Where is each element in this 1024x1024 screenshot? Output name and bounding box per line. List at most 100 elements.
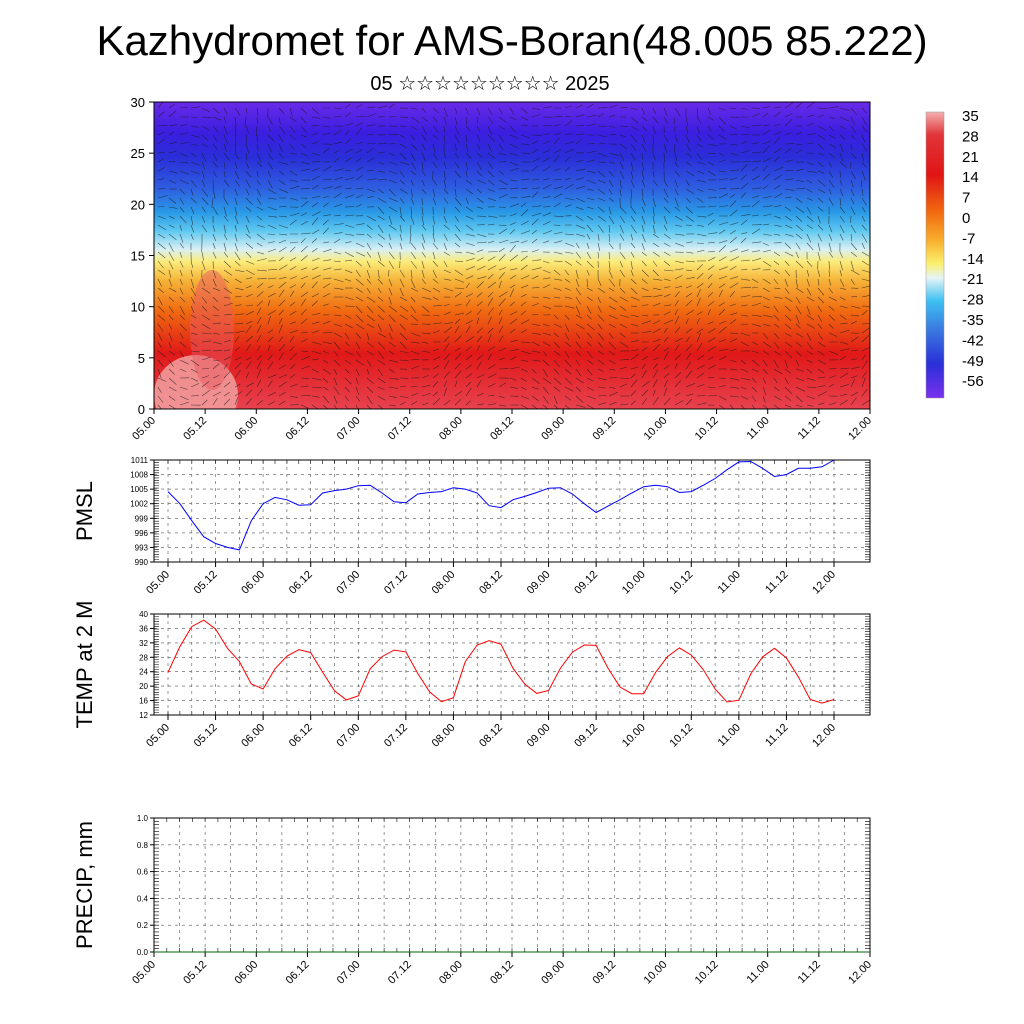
colorbar-labels: 35 28 21 14 7 0 -7 -14 -21 -28 -35 -42 -49 -56 bbox=[962, 108, 984, 390]
x-tick-label: 08.00 bbox=[430, 569, 458, 597]
heatmap-background bbox=[154, 102, 870, 409]
x-tick-label: 11.12 bbox=[763, 722, 790, 749]
x-tick-label: 12.00 bbox=[846, 415, 874, 443]
y-tick-label: 0.0 bbox=[137, 948, 149, 957]
colorbar-label: -35 bbox=[962, 312, 984, 329]
colorbar-label: 28 bbox=[962, 128, 979, 145]
x-tick-label: 08.12 bbox=[488, 959, 516, 987]
x-tick-label: 07.00 bbox=[334, 569, 362, 597]
x-tick-label: 05.00 bbox=[130, 415, 158, 443]
x-tick-label: 07.00 bbox=[335, 415, 363, 443]
temperature-cross-section-panel: 0 5 10 15 20 25 30 05.00 05.12 06.00 06.12 07.00 07… bbox=[130, 95, 874, 443]
wind-vectors bbox=[157, 102, 870, 409]
x-tick-label: 06.00 bbox=[232, 415, 260, 443]
y-tick-label: 999 bbox=[135, 514, 149, 523]
x-tick-label: 11.00 bbox=[716, 569, 743, 596]
minor-ticks bbox=[153, 817, 871, 953]
x-tick-label: 09.12 bbox=[590, 959, 618, 987]
minor-ticks bbox=[154, 459, 870, 563]
x-tick-label: 08.00 bbox=[437, 959, 465, 987]
x-tick-label: 05.00 bbox=[144, 569, 172, 597]
x-tick-label: 09.00 bbox=[539, 415, 567, 443]
y-tick-label: 36 bbox=[139, 624, 148, 633]
colorbar-label: 21 bbox=[962, 149, 979, 166]
x-tick-label: 10.12 bbox=[693, 959, 721, 987]
y-tick-label: 20 bbox=[139, 682, 148, 691]
x-tick-label: 06.00 bbox=[239, 722, 267, 750]
heatmap-y-axis: 0 5 10 15 20 25 30 bbox=[131, 95, 154, 417]
x-tick-label: 10.12 bbox=[693, 415, 721, 443]
page-subtitle: 05 ☆☆☆☆☆☆☆☆☆ 2025 bbox=[370, 73, 610, 95]
y-tick-label: 0.6 bbox=[137, 868, 149, 877]
x-tick-label: 09.12 bbox=[590, 415, 618, 443]
colorbar-label: 7 bbox=[962, 190, 970, 207]
y-tick-label: 20 bbox=[131, 197, 145, 212]
x-tick-label: 08.00 bbox=[430, 722, 458, 750]
precip-panel: 0.0 0.2 0.4 0.6 0.8 1.0 PRECIP, mm 05.00 05.12 06… bbox=[72, 814, 874, 987]
y-tick-label: 1.0 bbox=[137, 814, 149, 823]
x-tick-label: 12.00 bbox=[810, 569, 838, 597]
grid-lines bbox=[154, 613, 870, 716]
x-tick-label: 05.12 bbox=[192, 569, 220, 597]
x-tick-label: 11.12 bbox=[763, 569, 790, 596]
x-tick-label: 06.12 bbox=[287, 722, 315, 750]
x-tick-label: 05.12 bbox=[192, 722, 220, 750]
x-tick-label: 08.12 bbox=[477, 569, 505, 597]
y-axis-label: PRECIP, mm bbox=[72, 821, 97, 949]
x-tick-label: 07.12 bbox=[382, 569, 410, 597]
y-axis-label: PMSL bbox=[72, 481, 97, 541]
x-tick-label: 06.12 bbox=[284, 959, 312, 987]
y-tick-label: 993 bbox=[135, 543, 149, 552]
colorbar-label: 35 bbox=[962, 108, 979, 125]
colorbar-label: 0 bbox=[962, 210, 970, 227]
heatmap-x-axis: 05.00 05.12 06.00 06.12 07.00 07.12 08.00 08.12… bbox=[130, 409, 874, 443]
y-tick-label: 990 bbox=[135, 558, 149, 567]
colorbar-label: -49 bbox=[962, 353, 984, 370]
heatmap-overlays bbox=[154, 102, 870, 409]
x-tick-label: 05.00 bbox=[144, 722, 172, 750]
colorbar-label: -28 bbox=[962, 292, 984, 309]
pmsl-panel: 990 993 996 999 1002 1005 1008 1011 PMSL 05.00 05.… bbox=[72, 456, 871, 597]
x-tick-label: 10.12 bbox=[667, 722, 695, 750]
x-tick-label: 05.12 bbox=[181, 959, 209, 987]
warm-column bbox=[190, 270, 234, 390]
colorbar-label: -7 bbox=[962, 230, 975, 247]
colorbar-label: -42 bbox=[962, 332, 984, 349]
y-tick-label: 0.4 bbox=[137, 894, 149, 903]
grid-lines bbox=[153, 817, 871, 953]
x-tick-label: 09.12 bbox=[572, 569, 600, 597]
y-tick-label: 1011 bbox=[131, 456, 149, 465]
y-tick-label: 1002 bbox=[130, 500, 148, 509]
x-tick-label: 11.12 bbox=[796, 415, 823, 442]
x-tick-label: 07.12 bbox=[382, 722, 410, 750]
x-tick-label: 08.12 bbox=[488, 415, 516, 443]
y-axis-label: TEMP at 2 M bbox=[72, 601, 97, 729]
wind-vector-field bbox=[157, 102, 870, 409]
series-line bbox=[167, 619, 835, 704]
grid-lines bbox=[154, 459, 870, 563]
minor-ticks bbox=[154, 613, 870, 716]
x-tick-label: 12.00 bbox=[810, 722, 838, 750]
page-title: Kazhydromet for AMS-Boran(48.005 85.222) bbox=[96, 17, 928, 64]
x-tick-label: 10.00 bbox=[642, 959, 670, 987]
series-line bbox=[167, 459, 835, 551]
colorbar-gradient bbox=[925, 111, 945, 399]
y-tick-label: 10 bbox=[131, 300, 145, 315]
x-tick-label: 07.12 bbox=[386, 415, 414, 443]
colorbar: 35 28 21 14 7 0 -7 -14 -21 -28 -35 -42 -49 -56 bbox=[925, 108, 984, 399]
x-tick-label: 09.00 bbox=[525, 722, 553, 750]
x-tick-label: 05.00 bbox=[130, 959, 158, 987]
y-tick-label: 1008 bbox=[130, 471, 148, 480]
x-tick-label: 08.12 bbox=[477, 722, 505, 750]
x-tick-label: 10.00 bbox=[620, 569, 648, 597]
y-tick-label: 996 bbox=[135, 529, 149, 538]
y-tick-label: 5 bbox=[138, 351, 145, 366]
y-tick-label: 12 bbox=[139, 711, 148, 720]
y-tick-label: 0 bbox=[138, 402, 145, 417]
x-tick-label: 11.00 bbox=[744, 415, 771, 442]
x-tick-label: 09.00 bbox=[525, 569, 553, 597]
x-tick-label: 06.00 bbox=[232, 959, 260, 987]
x-tick-label: 12.00 bbox=[846, 959, 874, 987]
x-tick-label: 11.00 bbox=[744, 959, 771, 986]
y-tick-label: 15 bbox=[131, 249, 145, 264]
